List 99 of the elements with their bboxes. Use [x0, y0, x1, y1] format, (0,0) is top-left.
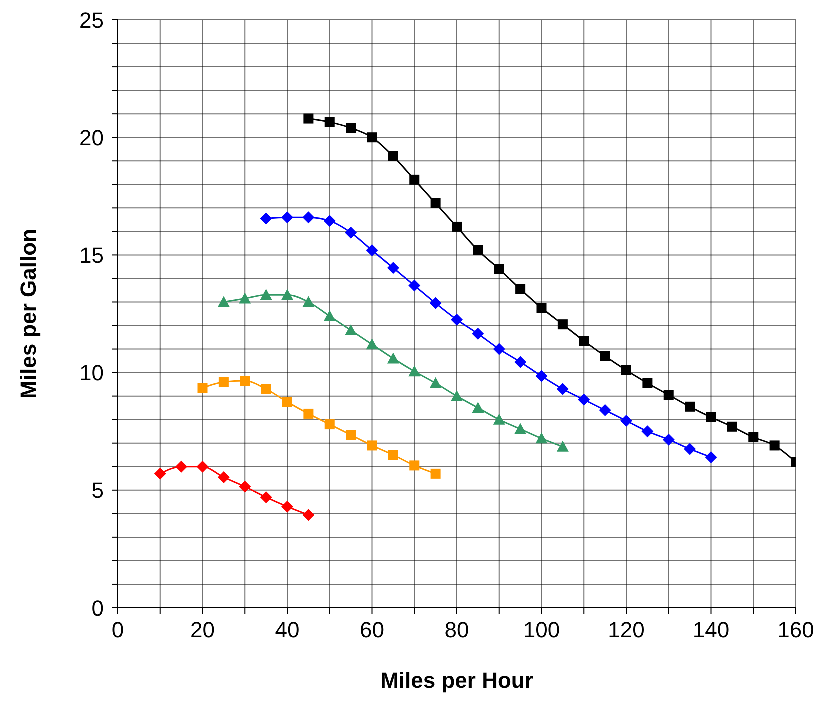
x-tick-label: 140 — [692, 618, 730, 643]
x-tick-label: 20 — [190, 618, 215, 643]
point — [260, 289, 272, 300]
x-tick-label: 100 — [523, 618, 560, 643]
point — [430, 468, 441, 479]
point — [556, 383, 569, 396]
point — [410, 174, 420, 185]
point — [218, 296, 230, 308]
point — [324, 420, 335, 430]
point — [620, 415, 632, 428]
point — [304, 408, 314, 419]
point — [239, 480, 252, 493]
x-tick-label: 80 — [444, 618, 470, 643]
x-tick-label: 40 — [275, 618, 300, 643]
point — [304, 114, 314, 124]
point — [261, 384, 272, 394]
point — [408, 280, 421, 292]
x-tick-label: 120 — [608, 618, 645, 643]
point — [451, 314, 463, 326]
point — [282, 289, 294, 300]
point — [387, 262, 400, 274]
y-tick-label: 0 — [92, 596, 104, 621]
point — [176, 460, 188, 473]
point — [706, 412, 716, 422]
point — [282, 212, 294, 224]
point — [346, 430, 356, 440]
point — [430, 198, 441, 208]
point — [600, 351, 610, 362]
point — [748, 432, 759, 442]
point — [494, 264, 504, 274]
point — [705, 451, 718, 464]
point — [452, 222, 462, 232]
point — [282, 500, 294, 513]
point — [366, 338, 378, 350]
y-tick-label: 20 — [80, 125, 104, 150]
point — [430, 297, 442, 310]
y-axis-title: Miles per Gallon — [16, 229, 41, 399]
point — [599, 404, 612, 416]
point — [367, 132, 378, 143]
y-tick-label: 25 — [80, 8, 104, 33]
point — [558, 320, 568, 330]
point — [260, 491, 272, 504]
point — [536, 432, 548, 444]
y-tick-label: 10 — [80, 360, 104, 386]
point — [154, 468, 166, 480]
point — [727, 422, 738, 432]
point — [198, 383, 208, 394]
x-tick-label: 60 — [360, 618, 384, 643]
point — [324, 310, 336, 322]
point — [282, 397, 292, 408]
point — [556, 440, 569, 452]
point — [324, 117, 335, 128]
point — [472, 402, 484, 414]
y-tick-label: 5 — [92, 478, 104, 504]
point — [239, 292, 252, 304]
point — [345, 226, 358, 239]
point — [662, 434, 675, 446]
point — [408, 366, 421, 377]
point — [622, 365, 632, 376]
x-tick-label: 160 — [778, 618, 814, 643]
point — [664, 390, 674, 400]
point — [536, 370, 548, 382]
point — [473, 245, 484, 256]
point — [536, 303, 547, 314]
point — [346, 123, 356, 134]
point — [642, 426, 654, 438]
point — [493, 414, 506, 425]
point — [516, 284, 526, 294]
point — [770, 440, 780, 451]
point — [218, 471, 230, 484]
point — [388, 450, 398, 460]
y-tick-label: 15 — [80, 243, 104, 268]
point — [302, 296, 315, 308]
point — [302, 212, 315, 224]
point — [387, 352, 400, 364]
point — [493, 343, 506, 356]
point — [451, 390, 463, 402]
point — [472, 328, 484, 340]
x-tick-label: 0 — [112, 618, 124, 643]
point — [579, 336, 590, 346]
point — [302, 509, 315, 522]
point — [196, 460, 209, 473]
point — [240, 376, 250, 386]
point — [366, 244, 378, 256]
x-axis-title: Miles per Hour — [380, 668, 534, 693]
point — [685, 402, 696, 412]
point — [642, 378, 653, 388]
point — [578, 394, 590, 406]
point — [430, 377, 442, 388]
point — [514, 356, 527, 368]
point — [514, 423, 527, 434]
point — [324, 215, 336, 228]
point — [388, 151, 398, 162]
point — [218, 377, 229, 388]
point — [345, 324, 358, 336]
point — [260, 212, 272, 225]
point — [367, 440, 378, 451]
point — [684, 443, 696, 456]
point — [410, 460, 420, 471]
